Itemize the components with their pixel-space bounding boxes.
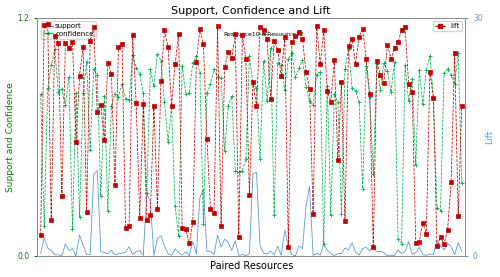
Legend: lift: lift <box>432 21 462 31</box>
Y-axis label: Support and Confidence: Support and Confidence <box>6 82 15 192</box>
Title: Support, Confidence and Lift: Support, Confidence and Lift <box>172 6 331 16</box>
X-axis label: Paired Resources: Paired Resources <box>210 261 293 271</box>
Text: Resource10->Resource12: Resource10->Resource12 <box>223 32 304 37</box>
Y-axis label: Lift: Lift <box>486 130 494 144</box>
Legend: support, confidence: support, confidence <box>40 21 96 39</box>
